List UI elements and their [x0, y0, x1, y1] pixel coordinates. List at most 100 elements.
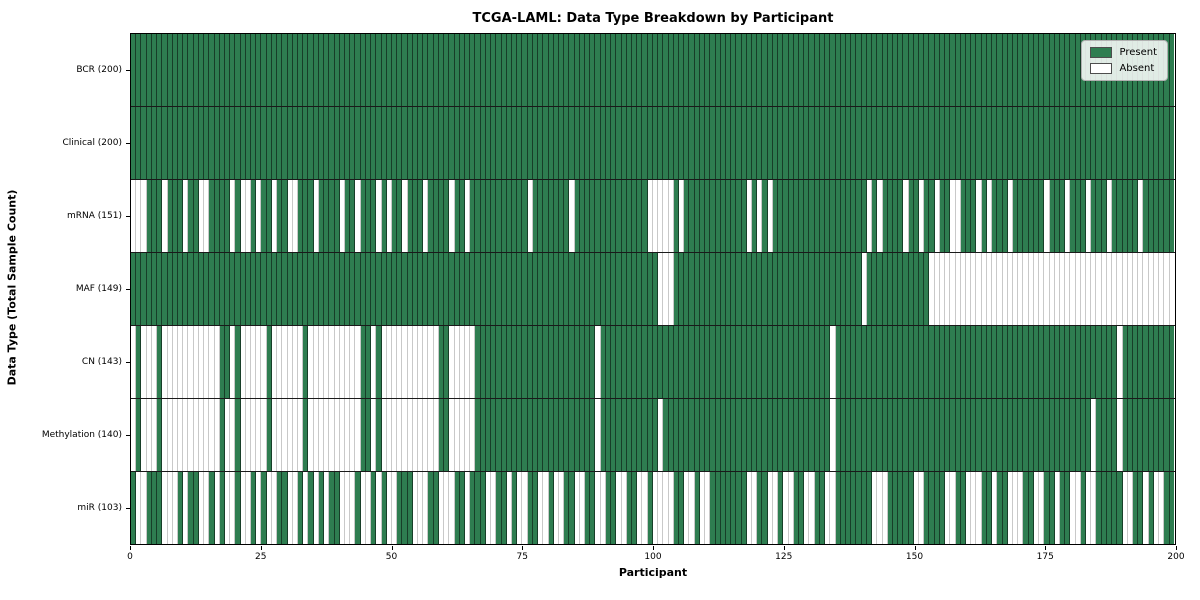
matrix-cell: [919, 253, 925, 325]
matrix-cell: [224, 107, 231, 179]
matrix-cell: [752, 399, 758, 471]
matrix-cell: [955, 399, 961, 471]
matrix-cell: [1018, 180, 1024, 252]
matrix-cell: [1117, 107, 1123, 179]
matrix-cell: [1065, 472, 1071, 544]
matrix-cell: [960, 180, 966, 252]
matrix-cell: [245, 34, 252, 106]
matrix-cell: [835, 34, 841, 106]
matrix-cell: [141, 34, 147, 106]
legend-swatch-present-icon: [1090, 47, 1113, 58]
matrix-cell: [1169, 34, 1174, 106]
matrix-cell: [131, 107, 137, 179]
matrix-cell: [183, 107, 189, 179]
matrix-cell: [459, 180, 465, 252]
matrix-cell: [564, 34, 570, 106]
matrix-cell: [1039, 472, 1045, 544]
matrix-cell: [804, 180, 810, 252]
matrix-cell: [517, 107, 523, 179]
matrix-cell: [522, 399, 528, 471]
matrix-cell: [1054, 180, 1060, 252]
matrix-cell: [710, 253, 716, 325]
matrix-cell: [298, 253, 304, 325]
matrix-cell: [793, 253, 799, 325]
matrix-cell: [167, 326, 173, 398]
matrix-cell: [1059, 34, 1066, 106]
matrix-cell: [663, 34, 669, 106]
matrix-cell: [329, 472, 335, 544]
matrix-cell: [334, 34, 340, 106]
matrix-cell: [840, 253, 846, 325]
matrix-cell: [188, 34, 194, 106]
matrix-cell: [600, 253, 606, 325]
matrix-cell: [960, 253, 966, 325]
matrix-cell: [329, 107, 335, 179]
matrix-cell: [292, 180, 298, 252]
matrix-cell: [1044, 326, 1050, 398]
matrix-cell: [329, 180, 335, 252]
matrix-cell: [543, 326, 549, 398]
matrix-cell: [663, 472, 669, 544]
matrix-cell: [929, 180, 935, 252]
matrix-cell: [866, 34, 873, 106]
matrix-cell: [470, 34, 476, 106]
matrix-cell: [433, 399, 439, 471]
matrix-cell: [741, 34, 747, 106]
matrix-cell: [480, 107, 486, 179]
matrix-cell: [971, 399, 977, 471]
matrix-cell: [470, 180, 476, 252]
matrix-cell: [783, 326, 789, 398]
matrix-cell: [177, 34, 184, 106]
matrix-cell: [1039, 326, 1045, 398]
matrix-cell: [517, 472, 523, 544]
matrix-cell: [480, 326, 486, 398]
matrix-cell: [465, 34, 471, 106]
matrix-cell: [548, 399, 554, 471]
matrix-cell: [391, 472, 398, 544]
matrix-cell: [783, 253, 789, 325]
matrix-cell: [981, 180, 987, 252]
matrix-cell: [1153, 253, 1160, 325]
matrix-cell: [767, 253, 773, 325]
matrix-cell: [778, 472, 784, 544]
matrix-cell: [741, 472, 747, 544]
matrix-cell: [261, 326, 267, 398]
matrix-cell: [522, 180, 528, 252]
matrix-cell: [193, 472, 199, 544]
matrix-cell: [360, 107, 366, 179]
matrix-cell: [198, 253, 205, 325]
matrix-cell: [626, 472, 632, 544]
matrix-cell: [658, 180, 664, 252]
plot-area: Present Absent: [130, 33, 1176, 545]
y-tick-label: BCR (200): [76, 64, 122, 75]
matrix-cell: [298, 472, 304, 544]
matrix-cell: [919, 326, 925, 398]
matrix-cell: [136, 107, 142, 179]
matrix-cell: [579, 399, 586, 471]
matrix-cell: [292, 399, 298, 471]
matrix-cell: [668, 180, 674, 252]
matrix-cell: [799, 326, 805, 398]
matrix-cell: [684, 253, 690, 325]
matrix-cell: [256, 326, 262, 398]
matrix-cell: [767, 472, 773, 544]
matrix-cell: [251, 399, 257, 471]
matrix-cell: [741, 326, 747, 398]
matrix-cell: [209, 399, 215, 471]
matrix-cell: [558, 180, 565, 252]
matrix-cell: [616, 107, 622, 179]
matrix-cell: [1080, 180, 1087, 252]
matrix-cell: [1169, 326, 1174, 398]
matrix-cell: [131, 399, 137, 471]
matrix-cell: [141, 253, 147, 325]
matrix-cell: [428, 472, 434, 544]
matrix-cell: [376, 399, 382, 471]
matrix-cell: [689, 472, 695, 544]
matrix-cell: [924, 253, 930, 325]
matrix-cell: [1049, 107, 1055, 179]
matrix-cell: [386, 34, 392, 106]
matrix-cell: [553, 34, 559, 106]
matrix-cell: [271, 180, 278, 252]
matrix-cell: [444, 34, 450, 106]
matrix-cell: [298, 34, 304, 106]
